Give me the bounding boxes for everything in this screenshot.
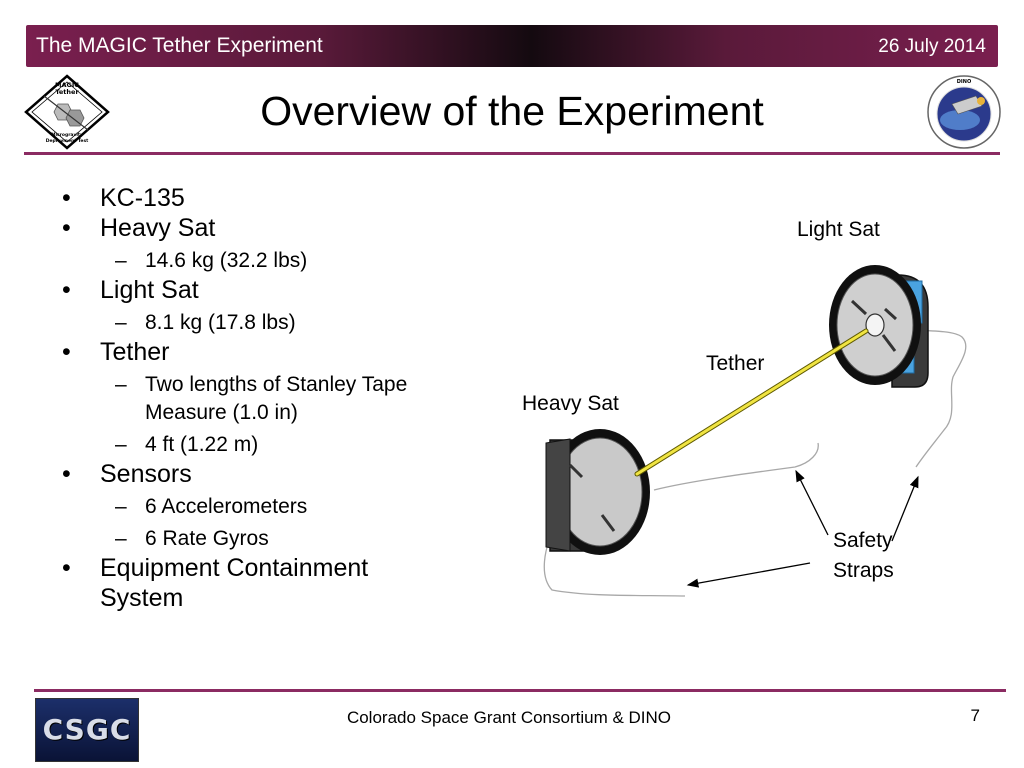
logo-right-top: DINO bbox=[957, 79, 971, 85]
safety-straps-label-line2: Straps bbox=[833, 559, 894, 582]
bottom-divider bbox=[34, 689, 1006, 692]
tether-diagram-svg bbox=[543, 265, 967, 597]
safety-arrow bbox=[795, 469, 829, 536]
sub-bullet-item: 14.6 kg (32.2 lbs) bbox=[60, 247, 450, 275]
header-date: 26 July 2014 bbox=[878, 36, 986, 57]
bullet-item: Sensors bbox=[60, 459, 450, 489]
light-sat-label: Light Sat bbox=[797, 218, 880, 241]
csgc-logo: CSGC bbox=[35, 698, 139, 762]
safety-strap-line bbox=[543, 519, 686, 597]
page-number: 7 bbox=[970, 706, 980, 725]
bullet-item: Equipment Containment System bbox=[60, 553, 450, 613]
bullet-list: KC-135 Heavy Sat 14.6 kg (32.2 lbs) Ligh… bbox=[60, 183, 450, 613]
sub-bullet-item: 6 Accelerometers bbox=[60, 493, 450, 521]
tether-diagram: Light Sat Heavy Sat Tether Safety Straps bbox=[510, 215, 980, 610]
magic-tether-logo: MAGIC Tether Microgravity Deployment Tes… bbox=[24, 74, 110, 150]
sub-bullet-item: 8.1 kg (17.8 lbs) bbox=[60, 309, 450, 337]
tether-line-highlight bbox=[635, 329, 868, 476]
heavy-sat-label: Heavy Sat bbox=[522, 392, 619, 415]
light-sat-illustration bbox=[829, 265, 929, 388]
safety-strap-line bbox=[653, 442, 819, 491]
logo-left-line1: MAGIC bbox=[55, 81, 79, 89]
dino-logo: DINO bbox=[927, 75, 1001, 149]
csgc-logo-text: CSGC bbox=[42, 713, 132, 746]
bullet-item: Tether bbox=[60, 337, 450, 367]
bullet-item: KC-135 bbox=[60, 183, 450, 213]
logo-left-line4: Deployment Test bbox=[46, 138, 89, 144]
safety-arrow bbox=[686, 562, 811, 588]
bullet-item: Light Sat bbox=[60, 275, 450, 305]
bullet-item: Heavy Sat bbox=[60, 213, 450, 243]
header-bar: The MAGIC Tether Experiment 26 July 2014 bbox=[26, 25, 998, 67]
header-title: The MAGIC Tether Experiment bbox=[36, 34, 323, 57]
slide-title: Overview of the Experiment bbox=[260, 88, 764, 134]
footer-text: Colorado Space Grant Consortium & DINO bbox=[346, 708, 672, 727]
safety-straps-label-line1: Safety bbox=[833, 529, 893, 552]
safety-arrow bbox=[891, 475, 919, 542]
sub-bullet-item: Two lengths of Stanley Tape Measure (1.0… bbox=[60, 371, 450, 427]
top-divider bbox=[24, 152, 1000, 155]
logo-left-line2: Tether bbox=[55, 88, 79, 96]
sub-bullet-item: 6 Rate Gyros bbox=[60, 525, 450, 553]
sub-bullet-item: 4 ft (1.22 m) bbox=[60, 431, 450, 459]
tether-label: Tether bbox=[706, 352, 765, 375]
heavy-sat-illustration bbox=[545, 429, 650, 555]
logo-left-line3: Microgravity bbox=[51, 132, 83, 138]
